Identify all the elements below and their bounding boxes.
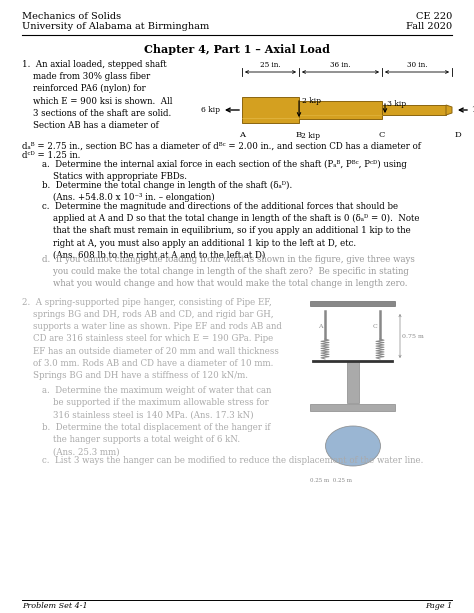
Text: 6 kip: 6 kip: [201, 106, 220, 114]
Text: 0.75 m: 0.75 m: [402, 333, 424, 338]
Text: 25 in.: 25 in.: [260, 61, 281, 69]
Text: dₐᴮ = 2.75 in., section BC has a diameter of dᴮᶜ = 2.00 in., and section CD has : dₐᴮ = 2.75 in., section BC has a diamete…: [22, 142, 421, 151]
Bar: [347, 361, 359, 403]
Text: Page 1: Page 1: [425, 602, 452, 610]
Text: a.  Determine the maximum weight of water that can
    be supported if the maxim: a. Determine the maximum weight of water…: [42, 386, 272, 419]
Bar: [382, 105, 446, 115]
Text: Chapter 4, Part 1 – Axial Load: Chapter 4, Part 1 – Axial Load: [144, 44, 330, 55]
Text: D: D: [455, 131, 462, 139]
Text: 30 in.: 30 in.: [407, 61, 427, 69]
Text: 3 kip: 3 kip: [387, 100, 406, 108]
Bar: [310, 404, 395, 411]
Text: University of Alabama at Birmingham: University of Alabama at Birmingham: [22, 22, 209, 31]
Text: a.  Determine the internal axial force in each section of the shaft (Pₐᴮ, Pᴮᶜ, P: a. Determine the internal axial force in…: [42, 160, 407, 181]
Text: C: C: [373, 324, 377, 329]
Text: d.  If you cannot change the loading from what is shown in the figure, give thre: d. If you cannot change the loading from…: [42, 255, 415, 288]
Text: c.  List 3 ways the hanger can be modified to reduce the displacement of the wat: c. List 3 ways the hanger can be modifie…: [42, 456, 423, 465]
Bar: [242, 97, 299, 123]
Text: C: C: [379, 131, 385, 139]
Text: 36 in.: 36 in.: [330, 61, 351, 69]
Ellipse shape: [326, 426, 381, 466]
Text: A: A: [239, 131, 245, 139]
Text: 2 kip: 2 kip: [302, 97, 321, 105]
Text: CE 220: CE 220: [416, 12, 452, 21]
Text: Mechanics of Solids: Mechanics of Solids: [22, 12, 121, 21]
Text: B: B: [296, 131, 302, 139]
Bar: [310, 301, 395, 306]
Text: A: A: [318, 324, 322, 329]
Text: dᶜᴰ = 1.25 in.: dᶜᴰ = 1.25 in.: [22, 151, 81, 160]
Text: b.  Determine the total displacement of the hanger if
    the hanger supports a : b. Determine the total displacement of t…: [42, 423, 271, 456]
Text: c.  Determine the magnitude and directions of the additional forces that should : c. Determine the magnitude and direction…: [42, 202, 419, 260]
Text: 2 kip: 2 kip: [301, 132, 320, 140]
Polygon shape: [446, 105, 452, 115]
Bar: [299, 101, 382, 119]
Text: 1 kip: 1 kip: [472, 106, 474, 114]
Text: Fall 2020: Fall 2020: [406, 22, 452, 31]
Text: 1.  An axial loaded, stepped shaft
    made from 30% glass fiber
    reinforced : 1. An axial loaded, stepped shaft made f…: [22, 60, 173, 130]
Text: 2.  A spring-supported pipe hanger, consisting of Pipe EF,
    springs BG and DH: 2. A spring-supported pipe hanger, consi…: [22, 298, 282, 380]
Text: b.  Determine the total change in length of the shaft (δₐᴰ).
    (Ans. +54.8.0 x: b. Determine the total change in length …: [42, 181, 292, 202]
Text: 0.25 m  0.25 m: 0.25 m 0.25 m: [310, 478, 352, 483]
Text: Problem Set 4-1: Problem Set 4-1: [22, 602, 88, 610]
